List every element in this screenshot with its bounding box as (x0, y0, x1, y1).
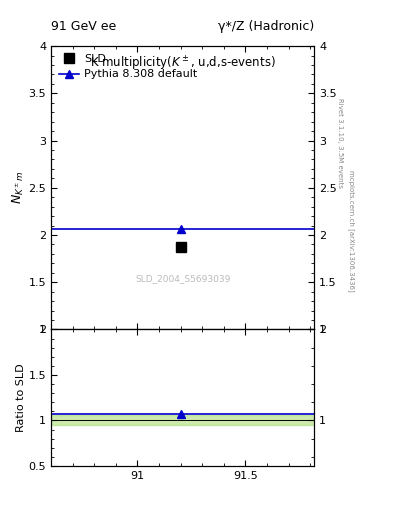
Text: 91 GeV ee: 91 GeV ee (51, 20, 116, 33)
Text: γ*/Z (Hadronic): γ*/Z (Hadronic) (218, 20, 314, 33)
Text: K multiplicity$(K^\pm$, u,d,s-events): K multiplicity$(K^\pm$, u,d,s-events) (90, 55, 275, 73)
Legend: SLD, Pythia 8.308 default: SLD, Pythia 8.308 default (55, 51, 201, 83)
Text: mcplots.cern.ch [arXiv:1306.3436]: mcplots.cern.ch [arXiv:1306.3436] (348, 169, 355, 291)
Y-axis label: Ratio to SLD: Ratio to SLD (16, 364, 26, 432)
Bar (51, 415, 314, 425)
Text: SLD_2004_S5693039: SLD_2004_S5693039 (135, 274, 230, 283)
Text: Rivet 3.1.10, 3.5M events: Rivet 3.1.10, 3.5M events (337, 98, 343, 188)
Y-axis label: $N_{K^\pm m}$: $N_{K^\pm m}$ (11, 171, 26, 204)
